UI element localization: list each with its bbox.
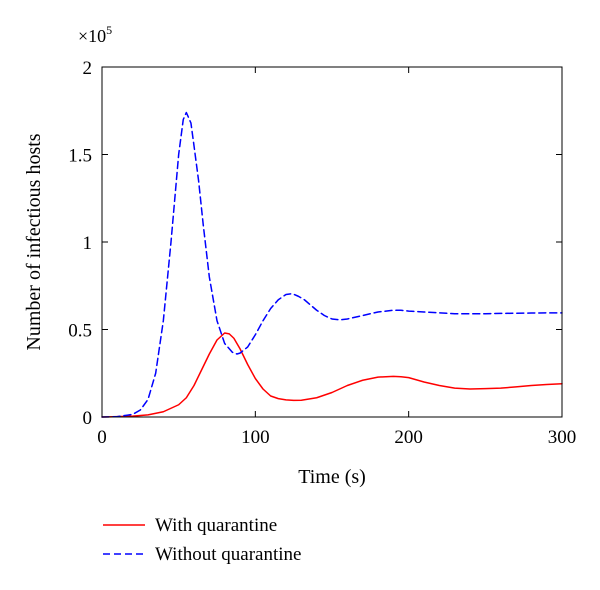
y-tick-label: 0.5	[68, 321, 92, 342]
y-tick-label: 0	[83, 408, 93, 429]
ticks-layer: 0 100 200 300 0 0.5 1 1.5 2	[68, 58, 576, 448]
y-tick-label: 1	[83, 233, 93, 254]
legend-label-without-quarantine: Without quarantine	[155, 544, 301, 565]
series-line-with-quarantine	[101, 332, 563, 418]
y-multiplier: ×105	[78, 23, 112, 46]
plot-layer	[101, 111, 563, 418]
x-tick-label: 200	[394, 427, 423, 448]
x-tick-label: 300	[548, 427, 577, 448]
x-axis-label: Time (s)	[298, 466, 366, 488]
x-tick-label: 100	[241, 427, 270, 448]
x-tick-label: 0	[97, 427, 107, 448]
legend-label-with-quarantine: With quarantine	[155, 515, 277, 536]
y-tick-label: 1.5	[68, 146, 92, 167]
y-tick-label: 2	[83, 58, 93, 79]
series-line-without-quarantine	[101, 111, 563, 418]
y-axis-label: Number of infectious hosts	[23, 133, 45, 350]
legend: With quarantine Without quarantine	[103, 515, 301, 565]
